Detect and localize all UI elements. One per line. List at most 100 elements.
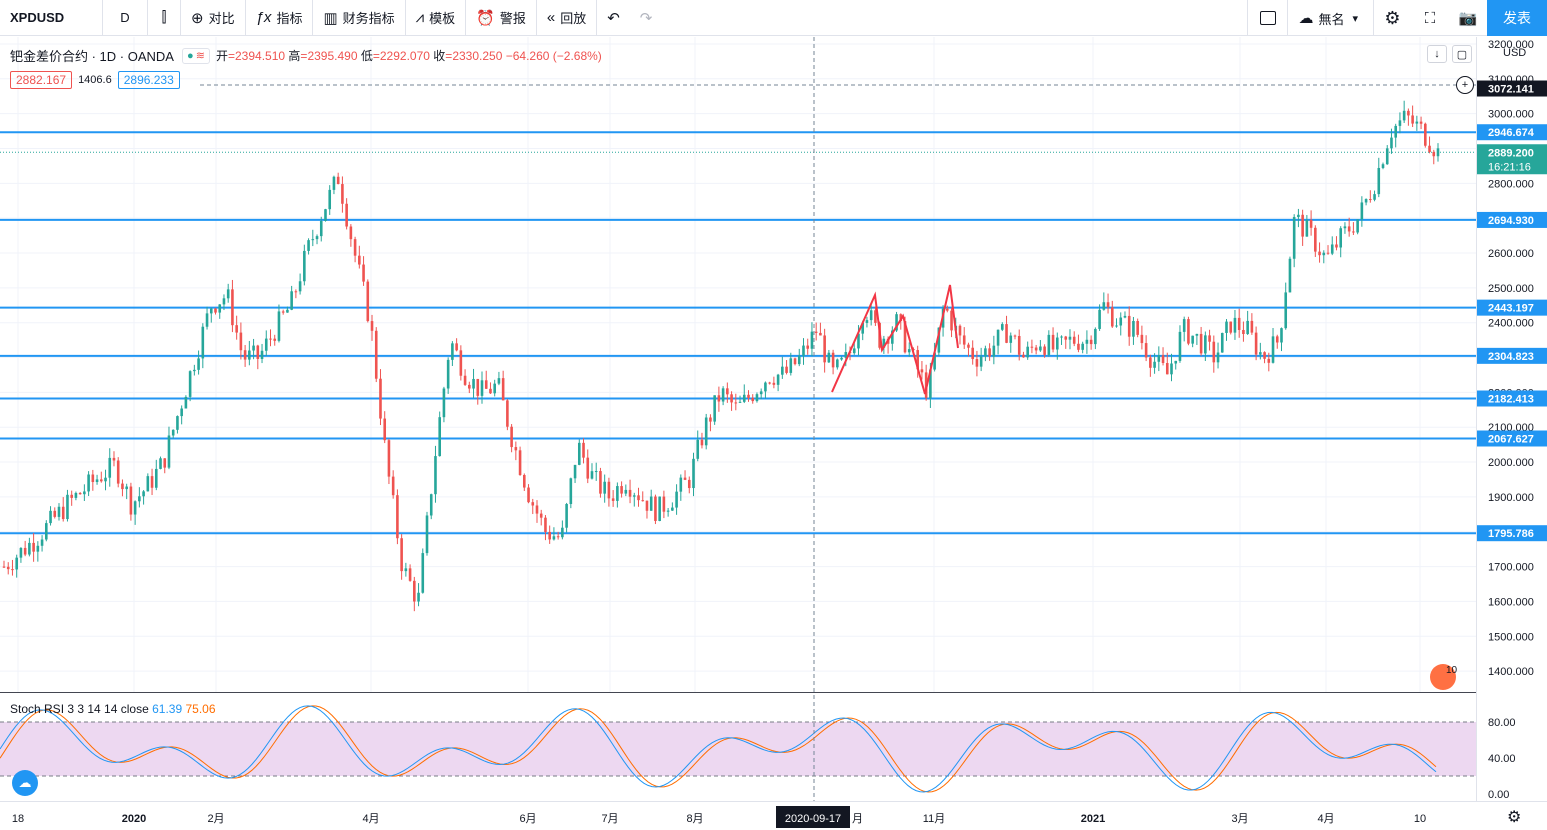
undo-button[interactable]: ↶ [597, 0, 630, 36]
candle-body [19, 547, 23, 558]
candle-body [1428, 145, 1431, 152]
add-price-button[interactable]: + [1456, 76, 1474, 94]
candle-body [1123, 315, 1127, 318]
compare-button[interactable]: ⊕ 对比 [181, 0, 246, 36]
candle-body [789, 358, 793, 373]
save-layout-button[interactable]: ☁ 無名 ▾ [1287, 0, 1373, 36]
stoch-tick-label: 0.00 [1488, 789, 1509, 801]
candle-body [704, 417, 708, 446]
time-axis[interactable]: 18 2020 2月 4月 6月 7月 8月 11月 2021 3月 4月 10 月 [12, 813, 1426, 825]
stoch-legend: Stoch RSI 3 3 14 14 close 61.39 75.06 [10, 702, 216, 716]
candle-body [1157, 355, 1161, 362]
candle-body [159, 458, 162, 469]
alert-button[interactable]: ⏰ 警报 [466, 0, 537, 36]
chart-type-button[interactable]: ⫿ [148, 0, 181, 36]
candle-body [683, 477, 687, 480]
zigzag-line[interactable] [831, 284, 959, 395]
candle-body [717, 395, 721, 402]
legend-title: 钯金差价合约 · 1D · OANDA [10, 49, 174, 64]
candle-body [548, 531, 551, 540]
ask-button[interactable]: 2896.233 [117, 71, 180, 89]
candle-body [1280, 328, 1283, 343]
time-tick-label: 18 [12, 813, 24, 825]
price-tick-label: 2600.000 [1488, 248, 1534, 260]
candle-body [577, 442, 581, 465]
bid-button[interactable]: 2882.167 [10, 71, 73, 89]
candle-body [1047, 334, 1051, 355]
candle-body [1005, 324, 1008, 343]
candle-body [1072, 336, 1076, 344]
candle-body [231, 289, 234, 326]
level-price-marker [1477, 347, 1547, 364]
candle-body [1335, 244, 1338, 248]
candle-body [594, 471, 598, 473]
redo-button[interactable]: ↷ [630, 0, 663, 36]
candle-body [425, 515, 429, 554]
candle-body [222, 298, 226, 305]
candle-body [700, 439, 704, 446]
settings-button[interactable]: ⚙ [1373, 0, 1411, 36]
gear-icon: ⚙ [1384, 7, 1401, 28]
chart-settings-gear-icon[interactable]: ⚙ [1507, 809, 1522, 826]
candle-body [374, 330, 378, 379]
template-icon: ⩘ [415, 9, 425, 26]
candle-body [1284, 292, 1288, 329]
candle-body [907, 349, 911, 353]
candle-body [1318, 251, 1321, 256]
candle-body [1170, 363, 1173, 375]
candle-body [95, 479, 99, 483]
candle-body [1254, 332, 1258, 355]
stoch-k-value: 61.39 [152, 702, 183, 716]
level-price-label: 1795.786 [1488, 528, 1534, 540]
candle-body [768, 382, 771, 384]
candle-body [1178, 331, 1182, 361]
symbol-search-button[interactable]: XPDUSD [0, 0, 103, 36]
candle-body [810, 331, 814, 349]
candle-body [1373, 194, 1376, 200]
candle-body [1077, 343, 1080, 350]
candle-body [387, 440, 391, 477]
scroll-down-button[interactable]: ↓ [1427, 45, 1447, 63]
financials-button[interactable]: ▥ 财务指标 [313, 0, 406, 36]
fullscreen-icon: ⛶ [1424, 9, 1436, 27]
events-flag-icon[interactable] [1430, 664, 1456, 690]
interval-button[interactable]: D [103, 0, 148, 36]
templates-button[interactable]: ⩘ 模板 [406, 0, 467, 36]
candle-body [413, 580, 416, 602]
candle-body [324, 209, 327, 221]
candle-body [662, 496, 666, 512]
indicators-button[interactable]: ƒx 指标 [246, 0, 314, 36]
candle-body [696, 439, 700, 459]
candle-body [666, 510, 670, 512]
candle-body [1001, 324, 1004, 330]
candle-body [379, 378, 382, 419]
publish-button[interactable]: 发表 [1487, 0, 1547, 36]
replay-button[interactable]: « 回放 [537, 0, 598, 36]
candle-body [539, 513, 543, 518]
candle-body [142, 491, 145, 497]
interval-label: D [120, 10, 130, 25]
redo-icon: ↷ [639, 9, 653, 27]
fullscreen-button[interactable]: ⛶ [1411, 0, 1449, 36]
candle-body [197, 358, 200, 370]
candle-body [370, 321, 374, 331]
maximize-pane-button[interactable]: ▢ [1452, 45, 1472, 63]
candle-body [751, 397, 755, 402]
candle-body [1385, 148, 1389, 165]
snapshot-button[interactable]: 📷 [1449, 0, 1487, 36]
candle-body [1068, 336, 1072, 340]
candle-body [290, 291, 293, 310]
candle-body [1419, 121, 1423, 124]
main-pane-bg [0, 37, 1476, 692]
candle-body [1229, 321, 1233, 333]
layout-select-button[interactable] [1247, 0, 1287, 36]
top-toolbar: XPDUSD D ⫿ ⊕ 对比 ƒx 指标 ▥ 财务指标 ⩘ 模板 ⏰ 警报 «回放 ↶ … [0, 0, 1547, 36]
candle-body [514, 447, 518, 451]
candle-body [53, 510, 57, 517]
candle-body [171, 429, 175, 436]
legend-toggle[interactable]: ● ≋ [181, 47, 210, 64]
candle-body [70, 494, 73, 498]
candle-body [1208, 335, 1211, 342]
candle-body [218, 304, 222, 313]
